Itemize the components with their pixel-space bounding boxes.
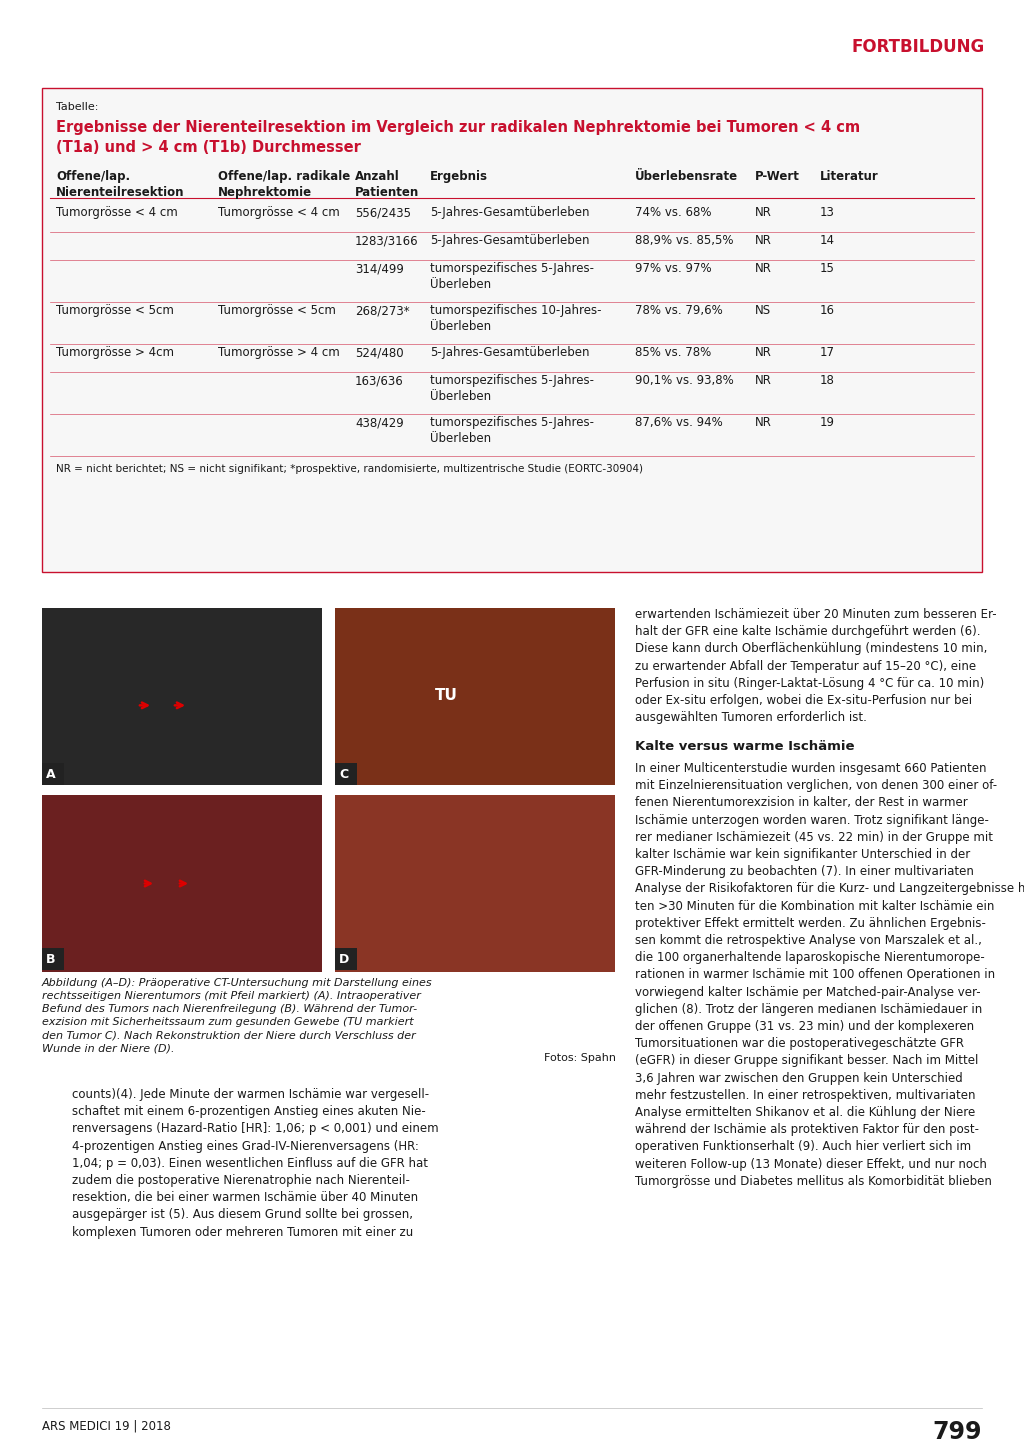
Text: Offene/lap.
Nierenteilresektion: Offene/lap. Nierenteilresektion bbox=[56, 169, 184, 198]
Text: tumorspezifisches 5-Jahres-
Überleben: tumorspezifisches 5-Jahres- Überleben bbox=[430, 262, 594, 291]
Text: NR: NR bbox=[755, 262, 772, 275]
Text: Anzahl
Patienten: Anzahl Patienten bbox=[355, 169, 419, 198]
Text: 87,6% vs. 94%: 87,6% vs. 94% bbox=[635, 416, 723, 429]
Text: NR: NR bbox=[755, 235, 772, 248]
Bar bbox=[335, 763, 357, 785]
Text: NR: NR bbox=[755, 416, 772, 429]
Text: 78% vs. 79,6%: 78% vs. 79,6% bbox=[635, 304, 723, 317]
Bar bbox=[42, 763, 63, 785]
Text: Tumorgrösse < 4 cm: Tumorgrösse < 4 cm bbox=[218, 206, 340, 219]
Text: (T1a) und > 4 cm (T1b) Durchmesser: (T1a) und > 4 cm (T1b) Durchmesser bbox=[56, 140, 360, 155]
Text: Literatur: Literatur bbox=[820, 169, 879, 182]
Text: 5-Jahres-Gesamtüberleben: 5-Jahres-Gesamtüberleben bbox=[430, 206, 590, 219]
Bar bbox=[335, 948, 357, 970]
Text: tumorspezifisches 10-Jahres-
Überleben: tumorspezifisches 10-Jahres- Überleben bbox=[430, 304, 601, 333]
Text: 17: 17 bbox=[820, 346, 835, 359]
Text: 5-Jahres-Gesamtüberleben: 5-Jahres-Gesamtüberleben bbox=[430, 235, 590, 248]
Text: 18: 18 bbox=[820, 374, 835, 387]
Text: 14: 14 bbox=[820, 235, 835, 248]
Text: 1283/3166: 1283/3166 bbox=[355, 235, 419, 248]
Text: 556/2435: 556/2435 bbox=[355, 206, 411, 219]
Text: Tabelle:: Tabelle: bbox=[56, 101, 98, 111]
Text: Tumorgrösse > 4 cm: Tumorgrösse > 4 cm bbox=[218, 346, 340, 359]
Text: Ergebnisse der Nierenteilresektion im Vergleich zur radikalen Nephrektomie bei T: Ergebnisse der Nierenteilresektion im Ve… bbox=[56, 120, 860, 135]
Text: 88,9% vs. 85,5%: 88,9% vs. 85,5% bbox=[635, 235, 733, 248]
Text: ARS MEDICI 19 | 2018: ARS MEDICI 19 | 2018 bbox=[42, 1420, 171, 1434]
Text: Tumorgrösse > 4cm: Tumorgrösse > 4cm bbox=[56, 346, 174, 359]
FancyBboxPatch shape bbox=[42, 88, 982, 572]
Text: Fotos: Spahn: Fotos: Spahn bbox=[544, 1053, 616, 1063]
Text: tumorspezifisches 5-Jahres-
Überleben: tumorspezifisches 5-Jahres- Überleben bbox=[430, 416, 594, 445]
Text: NR: NR bbox=[755, 206, 772, 219]
Text: Kalte versus warme Ischämie: Kalte versus warme Ischämie bbox=[635, 740, 854, 753]
Text: 15: 15 bbox=[820, 262, 835, 275]
Text: Tumorgrösse < 5cm: Tumorgrösse < 5cm bbox=[218, 304, 336, 317]
Text: 16: 16 bbox=[820, 304, 835, 317]
Text: counts)(4). Jede Minute der warmen Ischämie war vergesell-
schaftet mit einem 6-: counts)(4). Jede Minute der warmen Ischä… bbox=[72, 1087, 438, 1238]
Text: 19: 19 bbox=[820, 416, 835, 429]
Bar bbox=[335, 795, 615, 972]
Text: Überlebensrate: Überlebensrate bbox=[635, 169, 738, 182]
Text: Tumorgrösse < 5cm: Tumorgrösse < 5cm bbox=[56, 304, 174, 317]
Text: 85% vs. 78%: 85% vs. 78% bbox=[635, 346, 712, 359]
Text: 13: 13 bbox=[820, 206, 835, 219]
Text: Offene/lap. radikale
Nephrektomie: Offene/lap. radikale Nephrektomie bbox=[218, 169, 350, 198]
Text: 524/480: 524/480 bbox=[355, 346, 403, 359]
Bar bbox=[335, 608, 615, 785]
Text: 74% vs. 68%: 74% vs. 68% bbox=[635, 206, 712, 219]
Bar bbox=[42, 795, 322, 972]
Text: Ergebnis: Ergebnis bbox=[430, 169, 488, 182]
Text: NS: NS bbox=[755, 304, 771, 317]
Text: 799: 799 bbox=[933, 1420, 982, 1444]
Bar bbox=[42, 948, 63, 970]
Text: 163/636: 163/636 bbox=[355, 374, 403, 387]
Text: B: B bbox=[46, 953, 55, 966]
Text: TU: TU bbox=[435, 688, 458, 702]
Text: A: A bbox=[46, 767, 55, 780]
Text: C: C bbox=[339, 767, 348, 780]
Text: 268/273*: 268/273* bbox=[355, 304, 410, 317]
Text: D: D bbox=[339, 953, 349, 966]
Text: 314/499: 314/499 bbox=[355, 262, 403, 275]
Text: Tumorgrösse < 4 cm: Tumorgrösse < 4 cm bbox=[56, 206, 178, 219]
Text: 90,1% vs. 93,8%: 90,1% vs. 93,8% bbox=[635, 374, 734, 387]
Text: In einer Multicenterstudie wurden insgesamt 660 Patienten
mit Einzelnierensituat: In einer Multicenterstudie wurden insges… bbox=[635, 762, 1024, 1187]
Text: erwartenden Ischämiezeit über 20 Minuten zum besseren Er-
halt der GFR eine kalt: erwartenden Ischämiezeit über 20 Minuten… bbox=[635, 608, 996, 724]
Text: P-Wert: P-Wert bbox=[755, 169, 800, 182]
Bar bbox=[42, 608, 322, 785]
Text: 97% vs. 97%: 97% vs. 97% bbox=[635, 262, 712, 275]
Text: FORTBILDUNG: FORTBILDUNG bbox=[852, 38, 985, 56]
Text: NR = nicht berichtet; NS = nicht signifikant; *prospektive, randomisierte, multi: NR = nicht berichtet; NS = nicht signifi… bbox=[56, 463, 643, 473]
Text: 438/429: 438/429 bbox=[355, 416, 403, 429]
Text: Abbildung (A–D): Präoperative CT-Untersuchung mit Darstellung eines
rechtsseitig: Abbildung (A–D): Präoperative CT-Untersu… bbox=[42, 977, 432, 1053]
Text: NR: NR bbox=[755, 346, 772, 359]
Text: tumorspezifisches 5-Jahres-
Überleben: tumorspezifisches 5-Jahres- Überleben bbox=[430, 374, 594, 403]
Text: 5-Jahres-Gesamtüberleben: 5-Jahres-Gesamtüberleben bbox=[430, 346, 590, 359]
Text: NR: NR bbox=[755, 374, 772, 387]
